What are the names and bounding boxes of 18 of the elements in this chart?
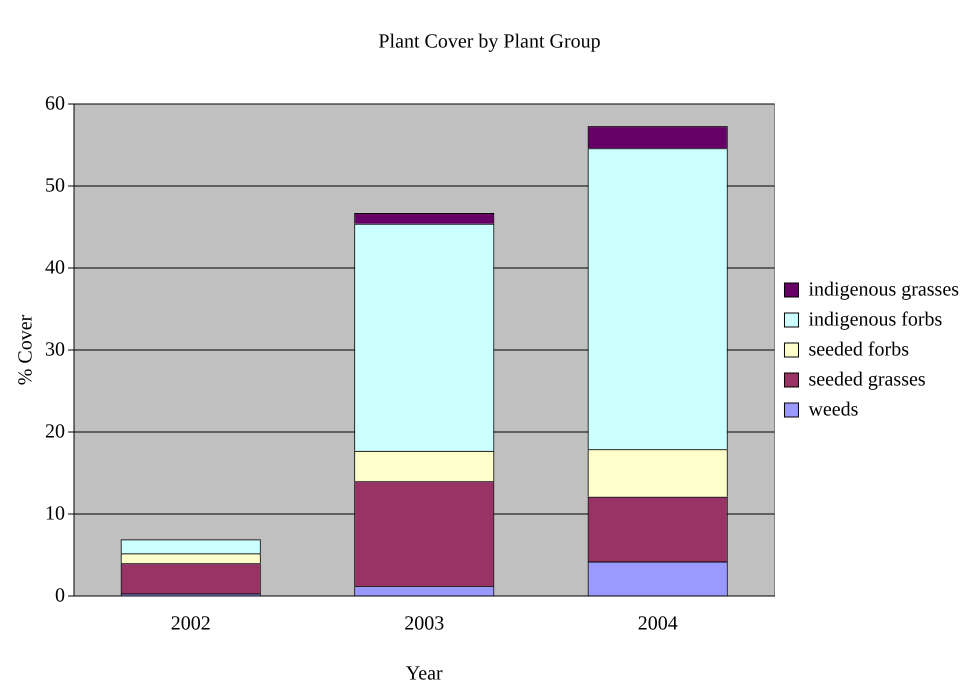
x-tick-label: 2004 — [638, 612, 678, 634]
y-tick-label: 60 — [45, 92, 65, 114]
y-tick-label: 10 — [45, 502, 65, 524]
y-axis-title: % Cover — [14, 314, 36, 386]
chart-title: Plant Cover by Plant Group — [378, 30, 601, 52]
x-axis-title: Year — [406, 662, 443, 684]
y-tick-label: 0 — [55, 584, 65, 606]
y-tick-label: 30 — [45, 338, 65, 360]
y-tick-label: 40 — [45, 256, 65, 278]
legend-label: weeds — [808, 398, 859, 420]
y-tick-label: 50 — [45, 174, 65, 196]
legend-label: seeded forbs — [808, 338, 910, 360]
legend-label: indigenous forbs — [808, 308, 943, 330]
legend-label: seeded grasses — [808, 368, 926, 390]
y-tick-label: 20 — [45, 420, 65, 442]
x-tick-label: 2003 — [404, 612, 444, 634]
x-tick-label: 2002 — [170, 612, 211, 634]
legend-label: indigenous grasses — [808, 278, 960, 300]
